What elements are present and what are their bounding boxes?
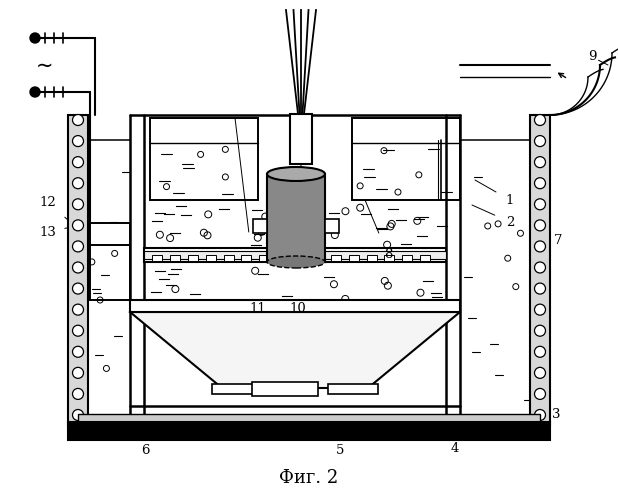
Bar: [252, 382, 318, 396]
Circle shape: [72, 136, 83, 146]
Circle shape: [535, 346, 546, 358]
Circle shape: [72, 220, 83, 231]
Bar: [331, 255, 341, 261]
Circle shape: [535, 136, 546, 146]
Bar: [90, 223, 130, 245]
Circle shape: [72, 325, 83, 336]
Bar: [530, 115, 550, 425]
Circle shape: [535, 241, 546, 252]
Circle shape: [535, 262, 546, 273]
Bar: [366, 255, 376, 261]
Circle shape: [30, 33, 40, 43]
Ellipse shape: [267, 256, 325, 268]
Bar: [253, 219, 267, 233]
Bar: [384, 255, 394, 261]
Text: 4: 4: [451, 442, 459, 454]
Bar: [206, 255, 216, 261]
Circle shape: [72, 199, 83, 210]
Circle shape: [535, 368, 546, 378]
Text: 1: 1: [506, 194, 514, 206]
Bar: [295, 255, 305, 261]
Circle shape: [72, 388, 83, 400]
Bar: [313, 255, 323, 261]
Text: 13: 13: [40, 226, 56, 238]
Text: 2: 2: [506, 216, 514, 228]
Text: 9: 9: [588, 50, 596, 64]
Bar: [328, 384, 378, 394]
Circle shape: [535, 283, 546, 294]
Circle shape: [72, 241, 83, 252]
Bar: [402, 255, 412, 261]
Bar: [68, 115, 88, 425]
Polygon shape: [130, 312, 460, 388]
Bar: [290, 114, 312, 164]
Text: 5: 5: [336, 444, 344, 456]
Circle shape: [535, 178, 546, 188]
Text: 6: 6: [141, 444, 150, 456]
Text: 12: 12: [40, 196, 56, 208]
Bar: [259, 255, 269, 261]
Circle shape: [535, 388, 546, 400]
Bar: [325, 219, 339, 233]
Bar: [170, 255, 180, 261]
Text: 10: 10: [290, 302, 307, 314]
Bar: [224, 255, 234, 261]
Bar: [352, 118, 460, 200]
Text: 8: 8: [384, 248, 392, 262]
Bar: [144, 248, 446, 262]
Bar: [212, 384, 262, 394]
Circle shape: [72, 346, 83, 358]
Circle shape: [535, 325, 546, 336]
Circle shape: [72, 114, 83, 126]
Text: $\sim$: $\sim$: [32, 55, 53, 75]
Circle shape: [72, 156, 83, 168]
Circle shape: [535, 114, 546, 126]
Circle shape: [72, 304, 83, 315]
Bar: [150, 118, 258, 200]
Circle shape: [535, 199, 546, 210]
Bar: [144, 251, 446, 259]
Circle shape: [30, 87, 40, 97]
Text: Фиг. 2: Фиг. 2: [279, 469, 339, 487]
Circle shape: [535, 304, 546, 315]
Bar: [78, 414, 540, 422]
Circle shape: [72, 283, 83, 294]
Ellipse shape: [267, 167, 325, 181]
Text: 11: 11: [250, 302, 266, 314]
Bar: [130, 300, 460, 312]
Circle shape: [72, 368, 83, 378]
Bar: [152, 255, 162, 261]
Bar: [267, 174, 325, 262]
Bar: [68, 422, 550, 440]
Circle shape: [72, 262, 83, 273]
Circle shape: [72, 410, 83, 420]
Circle shape: [72, 178, 83, 188]
Bar: [420, 255, 430, 261]
Circle shape: [535, 220, 546, 231]
Bar: [277, 255, 287, 261]
Bar: [188, 255, 198, 261]
Circle shape: [535, 410, 546, 420]
Text: 7: 7: [554, 234, 562, 246]
Text: 3: 3: [552, 408, 561, 422]
Bar: [349, 255, 358, 261]
Circle shape: [535, 156, 546, 168]
Bar: [242, 255, 252, 261]
